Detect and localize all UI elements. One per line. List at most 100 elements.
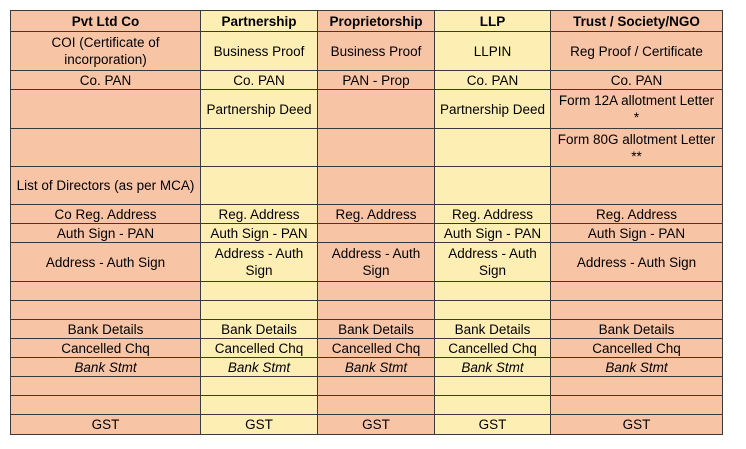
table-cell: Co Reg. Address [10,204,201,224]
table-cell: Cancelled Chq [550,338,723,358]
table-cell [10,300,201,320]
table-cell: Bank Stmt [10,357,201,377]
table-cell [317,395,435,415]
table-cell: Co. PAN [200,70,318,90]
table-cell [434,376,551,396]
table-cell: Partnership Deed [434,89,551,129]
table-cell: GST [434,414,551,435]
table-cell [317,223,435,243]
table-cell: Form 80G allotment Letter ** [550,128,723,167]
table-cell [200,376,318,396]
table-cell: Auth Sign - PAN [10,223,201,243]
table-row: COI (Certificate of incorporation) Busin… [10,31,723,71]
table-cell: Bank Details [317,319,435,339]
table-cell: LLPIN [434,31,551,71]
table-cell [200,166,318,205]
table-row: List of Directors (as per MCA) [10,166,723,205]
table-cell: GST [317,414,435,435]
table-cell: Auth Sign - PAN [200,223,318,243]
table-row [10,376,723,396]
table-cell [317,166,435,205]
table-cell [317,281,435,301]
table-cell: GST [10,414,201,435]
table-row: Co. PAN Co. PAN PAN - Prop Co. PAN Co. P… [10,70,723,90]
table-cell: PAN - Prop [317,70,435,90]
table-cell [200,281,318,301]
table-cell: Cancelled Chq [200,338,318,358]
table-row: Form 80G allotment Letter ** [10,128,723,167]
table-cell: Auth Sign - PAN [434,223,551,243]
table-cell: Reg. Address [317,204,435,224]
table-row: Co Reg. Address Reg. Address Reg. Addres… [10,204,723,224]
table-cell: Form 12A allotment Letter * [550,89,723,129]
table-cell: GST [200,414,318,435]
table-cell: Address - Auth Sign [434,242,551,282]
table-cell: Auth Sign - PAN [550,223,723,243]
table-cell: Cancelled Chq [317,338,435,358]
header-proprietorship: Proprietorship [317,10,435,32]
table-row: Partnership Deed Partnership Deed Form 1… [10,89,723,129]
table-cell: Address - Auth Sign [317,242,435,282]
table-cell: Reg. Address [550,204,723,224]
header-pvt-ltd-co: Pvt Ltd Co [10,10,201,32]
table-cell [10,376,201,396]
table-cell: Bank Details [10,319,201,339]
table-row [10,281,723,301]
table-cell [434,300,551,320]
table-cell [200,128,318,167]
table-cell: Bank Stmt [200,357,318,377]
table-cell [434,395,551,415]
table-cell: Reg. Address [434,204,551,224]
table-cell [317,300,435,320]
table-cell: Co. PAN [10,70,201,90]
table-cell [317,128,435,167]
table-cell: Bank Details [200,319,318,339]
table-row: Bank Details Bank Details Bank Details B… [10,319,723,339]
table-cell: Bank Details [550,319,723,339]
table-row: Bank Stmt Bank Stmt Bank Stmt Bank Stmt … [10,357,723,377]
table-row: GST GST GST GST GST [10,414,723,435]
table-cell: Bank Stmt [317,357,435,377]
table-cell [317,89,435,129]
table-cell: Address - Auth Sign [550,242,723,282]
table-cell [10,281,201,301]
table-cell [10,128,201,167]
table-cell [550,376,723,396]
table-cell [200,300,318,320]
table-row: Cancelled Chq Cancelled Chq Cancelled Ch… [10,338,723,358]
table-cell: Co. PAN [550,70,723,90]
document-requirements-table: Pvt Ltd Co Partnership Proprietorship LL… [10,10,723,435]
table-cell [10,89,201,129]
table-cell [434,166,551,205]
table-cell: Address - Auth Sign [10,242,201,282]
table-cell [550,166,723,205]
table-cell: COI (Certificate of incorporation) [10,31,201,71]
table-cell: Business Proof [317,31,435,71]
table-cell [550,281,723,301]
table-cell [550,395,723,415]
table-cell: Partnership Deed [200,89,318,129]
table-cell: Business Proof [200,31,318,71]
table-row [10,395,723,415]
table-cell: Cancelled Chq [434,338,551,358]
table-cell: Address - Auth Sign [200,242,318,282]
table-cell: Bank Details [434,319,551,339]
table-cell [550,300,723,320]
table-cell: Reg. Address [200,204,318,224]
table-cell: Cancelled Chq [10,338,201,358]
header-row: Pvt Ltd Co Partnership Proprietorship LL… [10,10,723,32]
table-cell [317,376,435,396]
table-cell: GST [550,414,723,435]
table-cell [434,128,551,167]
table-cell [10,395,201,415]
table-row: Address - Auth Sign Address - Auth Sign … [10,242,723,282]
header-trust-society-ngo: Trust / Society/NGO [550,10,723,32]
header-partnership: Partnership [200,10,318,32]
table-row: Auth Sign - PAN Auth Sign - PAN Auth Sig… [10,223,723,243]
header-llp: LLP [434,10,551,32]
table-row [10,300,723,320]
table-cell: Bank Stmt [434,357,551,377]
table-cell [200,395,318,415]
table-cell: Reg Proof / Certificate [550,31,723,71]
table-cell: List of Directors (as per MCA) [10,166,201,205]
